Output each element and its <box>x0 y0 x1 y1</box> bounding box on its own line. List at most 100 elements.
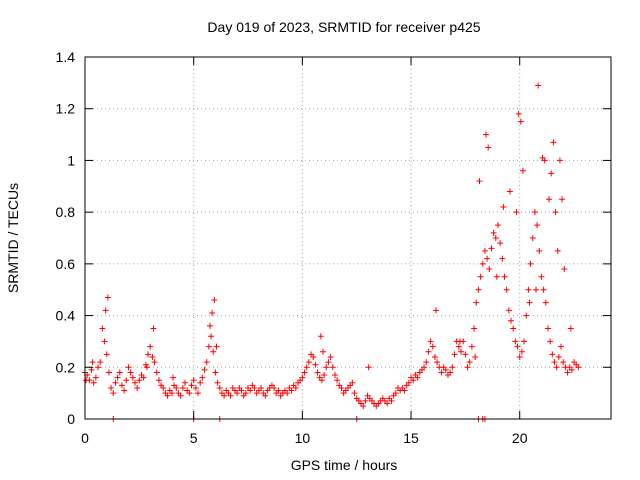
data-point <box>505 307 512 314</box>
y-axis-label: SRMTID / TECUs <box>5 183 21 293</box>
data-point <box>142 361 149 368</box>
x-tick-label: 10 <box>295 430 311 446</box>
x-tick-label: 0 <box>81 430 89 446</box>
data-point <box>210 348 217 355</box>
data-point <box>155 377 162 384</box>
data-point <box>535 82 542 89</box>
data-point <box>473 299 480 306</box>
y-tick-label: 0.8 <box>56 204 76 220</box>
data-point <box>92 374 99 381</box>
data-point <box>325 359 332 366</box>
data-point <box>181 379 188 386</box>
data-point <box>552 209 559 216</box>
chart-title: Day 019 of 2023, SRMTID for receiver p42… <box>207 19 480 35</box>
data-point <box>534 222 541 229</box>
data-point <box>475 286 482 293</box>
y-tick-label: 1.2 <box>56 101 76 117</box>
data-point <box>438 369 445 376</box>
data-point <box>500 203 507 210</box>
data-point <box>127 369 134 376</box>
data-point <box>392 390 399 397</box>
data-point <box>179 384 186 391</box>
data-point <box>410 377 417 384</box>
data-point <box>303 364 310 371</box>
data-point <box>118 382 125 389</box>
data-point <box>427 338 434 345</box>
data-point <box>510 325 517 332</box>
data-point <box>429 343 436 350</box>
data-point <box>208 333 215 340</box>
y-tick-label: 0 <box>67 411 75 427</box>
data-point <box>314 369 321 376</box>
y-tick-label: 0.2 <box>56 359 76 375</box>
grid <box>85 57 611 419</box>
data-point <box>548 170 555 177</box>
data-point <box>134 384 141 391</box>
data-point <box>147 343 154 350</box>
data-point <box>575 364 582 371</box>
x-tick-label: 5 <box>190 430 198 446</box>
data-point <box>401 387 408 394</box>
data-point <box>476 178 483 185</box>
data-point <box>558 343 565 350</box>
data-point <box>323 364 330 371</box>
data-point <box>140 374 147 381</box>
data-point <box>550 139 557 146</box>
data-point <box>247 387 254 394</box>
data-point <box>99 325 106 332</box>
data-point <box>521 338 528 345</box>
data-point <box>203 359 210 366</box>
data-point <box>456 338 463 345</box>
data-point <box>471 325 478 332</box>
data-point <box>242 390 249 397</box>
data-point <box>494 222 501 229</box>
data-point <box>190 377 197 384</box>
data-point <box>455 343 462 350</box>
data-point <box>188 382 195 389</box>
x-axis-label: GPS time / hours <box>291 457 398 473</box>
data-point <box>258 384 265 391</box>
data-point <box>547 338 554 345</box>
data-point <box>170 374 177 381</box>
data-point <box>90 379 97 386</box>
data-point <box>292 384 299 391</box>
data-point <box>331 372 338 379</box>
data-point <box>514 343 521 350</box>
data-point <box>414 374 421 381</box>
data-point <box>434 359 441 366</box>
y-tick-label: 0.4 <box>56 308 76 324</box>
data-point <box>197 379 204 386</box>
data-point <box>519 167 526 174</box>
data-point <box>549 351 556 358</box>
data-point <box>538 273 545 280</box>
x-tick-label: 20 <box>512 430 528 446</box>
data-point <box>150 325 157 332</box>
data-point <box>221 392 228 399</box>
data-point <box>125 364 132 371</box>
data-point <box>112 379 119 386</box>
data-point <box>102 307 109 314</box>
data-point <box>553 364 560 371</box>
data-point <box>312 361 319 368</box>
data-point <box>205 343 212 350</box>
data-point <box>551 359 558 366</box>
data-point <box>425 348 432 355</box>
data-point <box>251 384 258 391</box>
data-point <box>567 325 574 332</box>
data-point <box>506 188 513 195</box>
data-point <box>177 392 184 399</box>
data-point <box>484 255 491 262</box>
data-point <box>526 299 533 306</box>
data-point <box>362 397 369 404</box>
data-point <box>334 377 341 384</box>
data-point <box>458 348 465 355</box>
data-point <box>479 260 486 267</box>
data-point <box>310 353 317 360</box>
data-point <box>199 374 206 381</box>
data-point <box>490 229 497 236</box>
data-point <box>405 379 412 386</box>
data-point <box>421 364 428 371</box>
data-point <box>501 273 508 280</box>
data-point <box>559 196 566 203</box>
